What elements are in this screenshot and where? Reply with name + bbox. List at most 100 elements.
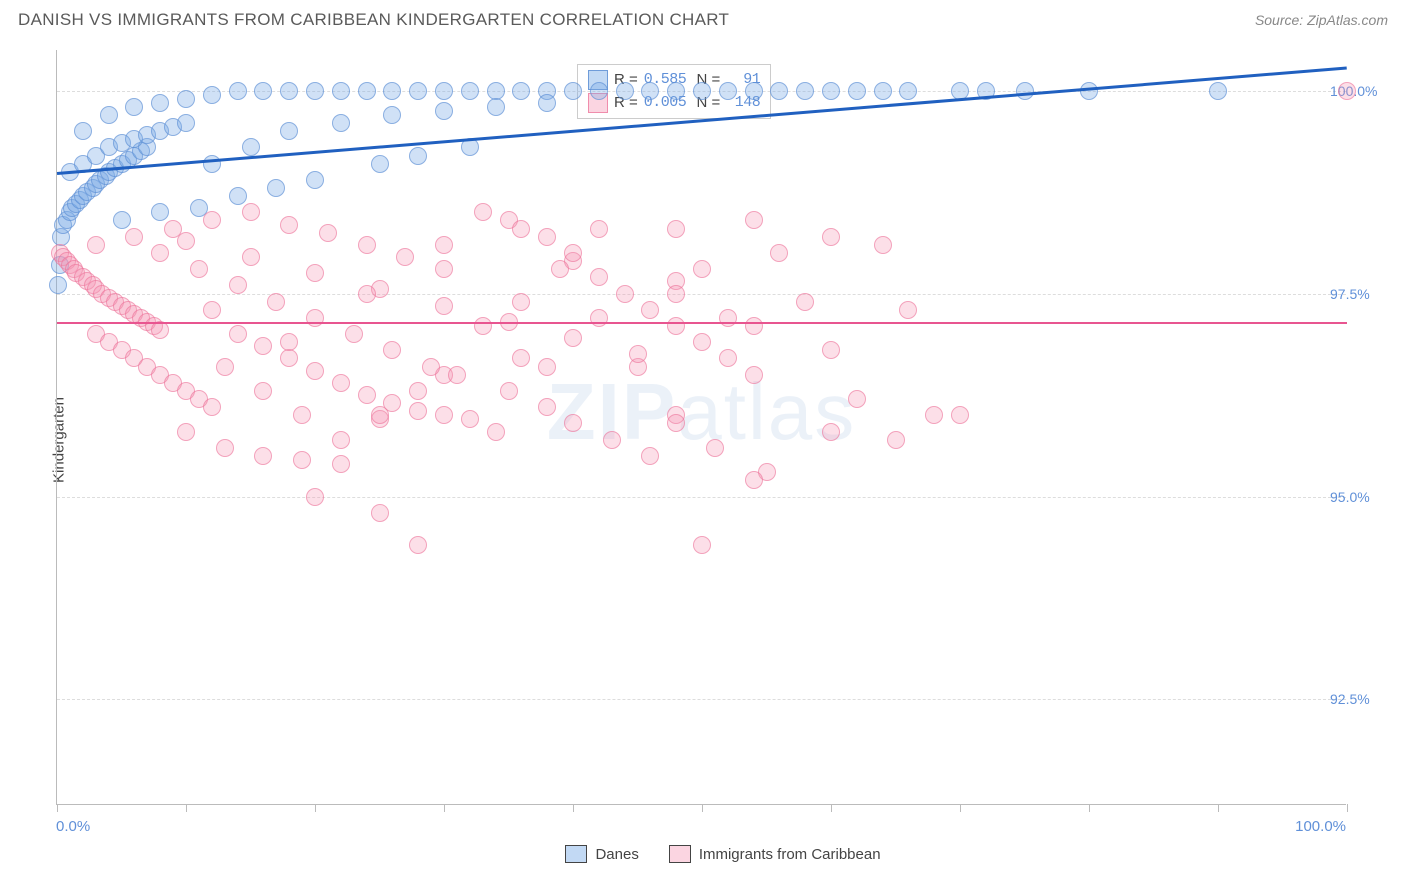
scatter-point (371, 155, 389, 173)
scatter-point (383, 82, 401, 100)
scatter-point (383, 341, 401, 359)
xaxis-max-label: 100.0% (1295, 818, 1346, 835)
xtick (702, 804, 703, 812)
scatter-point (100, 106, 118, 124)
ytick-label: 97.5% (1330, 286, 1390, 302)
scatter-point (770, 82, 788, 100)
scatter-point (951, 406, 969, 424)
xtick (444, 804, 445, 812)
legend-item-danes: Danes (565, 845, 638, 863)
scatter-point (280, 122, 298, 140)
scatter-point (874, 82, 892, 100)
xtick (315, 804, 316, 812)
chart-container: Kindergarten ZIPatlas R = 0.585 N = 91 R… (56, 50, 1390, 830)
scatter-point (229, 276, 247, 294)
scatter-point (899, 301, 917, 319)
scatter-point (409, 402, 427, 420)
scatter-point (422, 358, 440, 376)
scatter-point (332, 114, 350, 132)
trendline (57, 322, 1347, 325)
scatter-point (512, 220, 530, 238)
scatter-point (616, 285, 634, 303)
scatter-point (254, 447, 272, 465)
scatter-point (538, 398, 556, 416)
scatter-point (203, 398, 221, 416)
scatter-point (267, 179, 285, 197)
scatter-point (745, 211, 763, 229)
scatter-point (887, 431, 905, 449)
scatter-point (693, 260, 711, 278)
scatter-point (538, 228, 556, 246)
xtick (831, 804, 832, 812)
scatter-point (203, 301, 221, 319)
scatter-point (254, 82, 272, 100)
scatter-point (332, 82, 350, 100)
scatter-point (332, 455, 350, 473)
scatter-point (332, 431, 350, 449)
legend: Danes Immigrants from Caribbean (56, 845, 1390, 863)
scatter-point (177, 114, 195, 132)
xtick (573, 804, 574, 812)
scatter-point (254, 382, 272, 400)
scatter-point (203, 211, 221, 229)
xtick (1218, 804, 1219, 812)
scatter-point (396, 248, 414, 266)
scatter-point (796, 293, 814, 311)
scatter-point (719, 82, 737, 100)
scatter-point (306, 362, 324, 380)
xtick (960, 804, 961, 812)
ytick-label: 92.5% (1330, 691, 1390, 707)
scatter-point (641, 447, 659, 465)
scatter-point (564, 329, 582, 347)
scatter-point (848, 390, 866, 408)
gridline (57, 294, 1346, 295)
scatter-point (448, 366, 466, 384)
scatter-point (371, 406, 389, 424)
scatter-point (874, 236, 892, 254)
scatter-point (925, 406, 943, 424)
scatter-point (667, 317, 685, 335)
scatter-point (616, 82, 634, 100)
scatter-point (280, 349, 298, 367)
scatter-point (319, 224, 337, 242)
scatter-point (538, 358, 556, 376)
legend-swatch-danes-icon (565, 845, 587, 863)
scatter-point (358, 236, 376, 254)
scatter-point (822, 228, 840, 246)
scatter-point (371, 504, 389, 522)
scatter-point (487, 98, 505, 116)
scatter-point (512, 293, 530, 311)
scatter-point (177, 232, 195, 250)
scatter-point (848, 82, 866, 100)
scatter-point (1209, 82, 1227, 100)
scatter-point (74, 122, 92, 140)
scatter-point (345, 325, 363, 343)
scatter-point (899, 82, 917, 100)
scatter-point (693, 536, 711, 554)
scatter-point (745, 317, 763, 335)
scatter-point (242, 138, 260, 156)
scatter-point (280, 333, 298, 351)
scatter-point (487, 423, 505, 441)
gridline (57, 497, 1346, 498)
scatter-point (254, 337, 272, 355)
scatter-point (629, 345, 647, 363)
watermark: ZIPatlas (547, 366, 856, 458)
chart-header: DANISH VS IMMIGRANTS FROM CARIBBEAN KIND… (0, 0, 1406, 38)
scatter-point (409, 536, 427, 554)
scatter-point (113, 211, 131, 229)
source-label: Source: ZipAtlas.com (1255, 12, 1388, 28)
plot-area: ZIPatlas R = 0.585 N = 91 R = 0.005 N = … (56, 50, 1346, 805)
xtick (1089, 804, 1090, 812)
scatter-point (641, 301, 659, 319)
scatter-point (151, 203, 169, 221)
scatter-point (306, 264, 324, 282)
scatter-point (1016, 82, 1034, 100)
scatter-point (500, 382, 518, 400)
scatter-point (745, 471, 763, 489)
scatter-point (538, 94, 556, 112)
scatter-point (203, 86, 221, 104)
scatter-point (358, 285, 376, 303)
scatter-point (435, 297, 453, 315)
xtick (57, 804, 58, 812)
